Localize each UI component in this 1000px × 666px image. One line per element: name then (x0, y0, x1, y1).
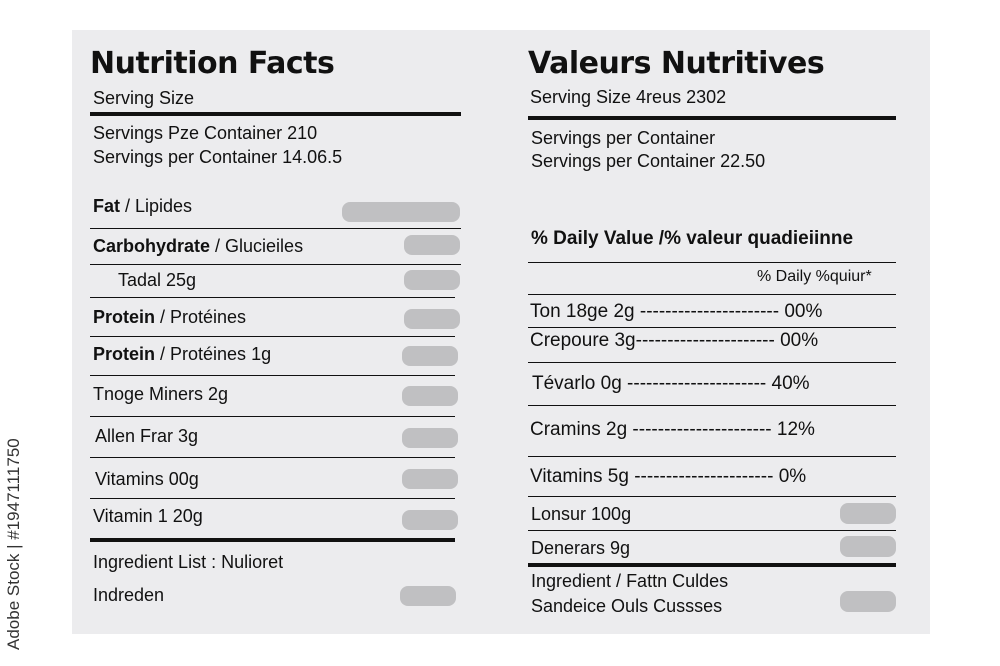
value-placeholder (402, 428, 458, 448)
row-divider (90, 336, 455, 337)
value-placeholder (402, 510, 458, 530)
right-row-2: Crepoure 3g---------------------- 00% (530, 330, 818, 352)
row-percent: 12% (771, 419, 815, 440)
right-row-1: Ton 18ge 2g ---------------------- 00% (530, 301, 822, 323)
value-placeholder (840, 536, 896, 557)
left-row-vitamins: Vitamins 00g (95, 469, 199, 489)
left-indreden: Indreden (93, 585, 165, 605)
value-placeholder (404, 309, 460, 329)
row-dashes: ---------------------- (621, 373, 767, 394)
row-divider (90, 416, 455, 417)
row-label: / Lipides (120, 196, 193, 216)
value-placeholder (402, 346, 458, 366)
left-thick-divider (90, 112, 461, 116)
left-servings-1: Servings Pze Container 210 (93, 123, 318, 143)
row-divider (90, 375, 455, 376)
row-divider (528, 294, 896, 295)
right-ingredient-1: Ingredient / Fattn Culdes (531, 571, 729, 591)
left-row-allen: Allen Frar 3g (95, 426, 199, 446)
right-servings-1: Servings per Container (531, 128, 716, 148)
left-row-carbohydrate: Carbohydrate / Glucieiles (93, 236, 303, 257)
right-title: Valeurs Nutritives (528, 46, 825, 81)
row-dashes: ---------------------- (628, 466, 774, 487)
row-dashes: ---------------------- (634, 301, 780, 322)
row-bold-label: Carbohydrate (93, 236, 211, 256)
right-daily-value-header: % Daily Value /% valeur quadieiinne (531, 228, 854, 249)
row-divider (90, 264, 461, 265)
left-row-vitamin-1: Vitamin 1 20g (93, 506, 203, 526)
row-percent: 0% (773, 466, 807, 487)
row-label: Tévarlo 0g (532, 373, 622, 394)
row-divider (528, 405, 896, 406)
left-row-tnoge: Tnoge Miners 2g (93, 384, 229, 404)
right-daily-sub: % Daily %quiur* (757, 268, 872, 285)
row-divider (528, 327, 896, 328)
row-dashes: ---------------------- (627, 419, 772, 440)
right-row-3: Tévarlo 0g ---------------------- 40% (532, 373, 810, 395)
left-title: Nutrition Facts (90, 46, 335, 81)
row-divider (90, 297, 455, 298)
value-placeholder (402, 386, 458, 406)
value-placeholder (342, 202, 460, 222)
right-lonsur: Lonsur 100g (531, 504, 632, 524)
row-label: Ton 18ge 2g (530, 301, 635, 322)
row-divider (528, 362, 896, 363)
row-divider (90, 228, 461, 229)
row-percent: 40% (766, 373, 810, 394)
value-placeholder (404, 270, 460, 290)
right-row-4: Cramins 2g ---------------------- 12% (530, 419, 815, 441)
row-divider (528, 496, 896, 497)
value-placeholder (840, 591, 896, 612)
row-label: / Protéines 1g (155, 344, 272, 364)
row-label: / Protéines (155, 307, 247, 327)
row-percent: 00% (774, 330, 819, 351)
row-divider (528, 456, 896, 457)
value-placeholder (840, 503, 896, 524)
left-row-protein: Protein / Protéines (93, 307, 246, 328)
nutrition-label-sheet (72, 30, 930, 634)
left-row-protein-1g: Protein / Protéines 1g (93, 344, 271, 365)
right-thick-divider-bottom (528, 563, 896, 567)
row-percent: 00% (779, 301, 823, 322)
right-serving-size: Serving Size 4reus 2302 (530, 87, 727, 107)
value-placeholder (404, 235, 460, 255)
row-bold-label: Protein (93, 307, 156, 327)
left-serving-size: Serving Size (93, 88, 195, 108)
row-divider (528, 530, 896, 531)
left-row-tadal: Tadal 25g (118, 270, 197, 290)
left-ingredient-list: Ingredient List : Nulioret (93, 552, 284, 572)
row-bold-label: Protein (93, 344, 156, 364)
value-placeholder (402, 469, 458, 489)
row-divider (90, 498, 455, 499)
left-servings-2: Servings per Container 14.06.5 (93, 147, 343, 167)
row-label: Crepoure 3g (530, 330, 636, 351)
left-thick-divider-bottom (90, 538, 455, 542)
right-row-5: Vitamins 5g ---------------------- 0% (530, 466, 806, 488)
right-ingredient-2: Sandeice Ouls Cussses (531, 596, 723, 616)
row-dashes: ---------------------- (635, 330, 775, 351)
row-bold-label: Fat (93, 196, 120, 216)
stock-id-vertical-text: Adobe Stock | #1947111750 (4, 438, 23, 650)
row-divider (90, 457, 455, 458)
right-servings-2: Servings per Container 22.50 (531, 151, 766, 171)
row-divider (528, 262, 896, 263)
left-row-fat: Fat / Lipides (93, 196, 192, 217)
row-label: Vitamins 5g (530, 466, 629, 487)
right-denerars: Denerars 9g (531, 538, 631, 558)
row-label: Cramins 2g (530, 419, 628, 440)
right-thick-divider (528, 116, 896, 120)
row-label: / Glucieiles (210, 236, 304, 256)
value-placeholder (400, 586, 456, 606)
